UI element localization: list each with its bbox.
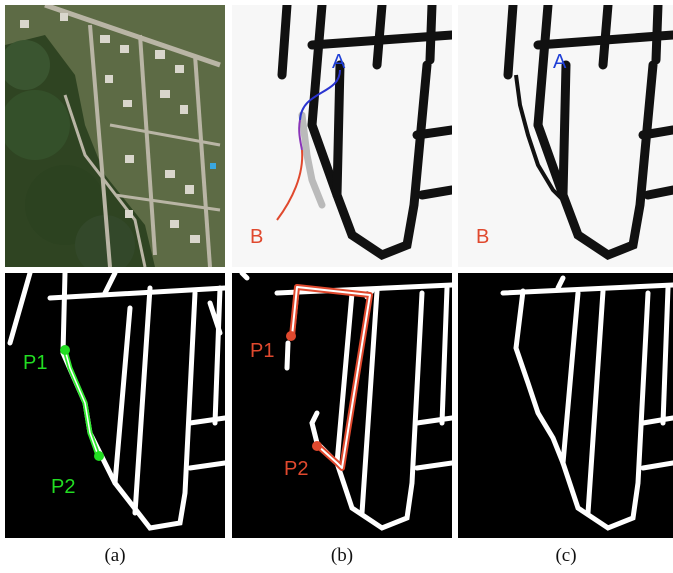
road-mask-c	[458, 273, 673, 538]
refined-probability-map: A B	[458, 5, 673, 267]
point-p2-label: P2	[51, 476, 75, 498]
point-p2-label-b: P2	[284, 458, 308, 480]
point-p1-marker	[60, 345, 70, 355]
road-probability-map-panel: A B	[232, 5, 452, 267]
point-p2-marker-b	[312, 441, 322, 451]
road-mask-panel-a: P1 P2	[5, 273, 225, 538]
road-probability-map: A B	[232, 5, 452, 267]
road-mask-panel-b: P1 P2	[232, 273, 452, 538]
point-a-label: A	[332, 51, 346, 73]
road-mask-panel-c	[458, 273, 673, 538]
aerial-image-panel	[5, 5, 225, 267]
point-a-label-c: A	[553, 51, 567, 73]
caption-b: (b)	[330, 545, 354, 566]
point-p1-label-b: P1	[250, 340, 274, 362]
caption-a: (a)	[104, 545, 126, 566]
point-p2-marker	[94, 451, 104, 461]
caption-c: (c)	[555, 545, 577, 566]
road-mask-b: P1 P2	[232, 273, 452, 538]
point-p1-marker-b	[286, 331, 296, 341]
point-b-label-c: B	[476, 226, 489, 248]
point-p1-label: P1	[23, 352, 47, 374]
road-mask-a: P1 P2	[5, 273, 225, 538]
refined-probability-map-panel: A B	[458, 5, 673, 267]
aerial-image	[5, 5, 225, 267]
point-b-label: B	[250, 226, 263, 248]
